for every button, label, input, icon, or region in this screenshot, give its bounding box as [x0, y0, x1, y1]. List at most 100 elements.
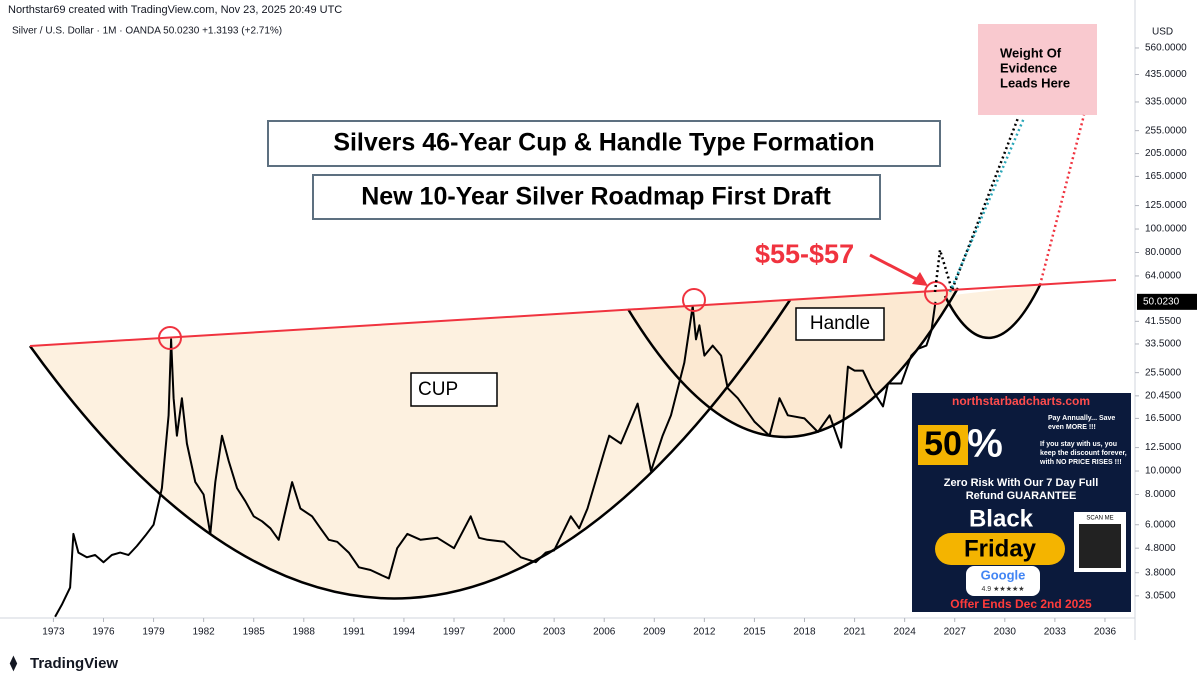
x-tick-label: 2003 — [543, 627, 566, 638]
ad-note: even MORE !!! — [1048, 424, 1096, 431]
y-tick-label: 4.8000 — [1145, 543, 1176, 554]
y-tick-label: 16.5000 — [1145, 413, 1182, 424]
x-tick-label: 2030 — [994, 627, 1017, 638]
last-price-marker — [1137, 293, 1197, 310]
ad-guarantee: Refund GUARANTEE — [966, 490, 1077, 502]
subtitle-box — [312, 174, 881, 220]
cup-box — [410, 372, 498, 407]
ad-scan: SCAN ME — [1086, 516, 1113, 522]
x-tick-label: 1985 — [243, 627, 266, 638]
y-tick-label: 25.5000 — [1145, 367, 1182, 378]
arrow-head — [912, 272, 928, 286]
projection-path — [948, 117, 1026, 293]
ad-rating: 4.9 ★★★★★ — [981, 585, 1024, 593]
y-tick-label: 8.0000 — [1145, 489, 1176, 500]
x-tick-label: 1979 — [142, 627, 165, 638]
header: Northstar69 created with TradingView.com… — [8, 4, 342, 16]
currency: USD — [1152, 27, 1173, 38]
ad-badge — [918, 425, 968, 465]
y-tick-label: 20.4500 — [1145, 390, 1182, 401]
y-tick-label: 6.0000 — [1145, 519, 1176, 530]
peak-circle — [682, 288, 706, 312]
x-tick-label: 1997 — [443, 627, 466, 638]
ad-note: Pay Annually... Save — [1048, 415, 1115, 422]
y-tick-label: 165.0000 — [1145, 171, 1187, 182]
projection-path — [1038, 114, 1086, 286]
ad-note: If you stay with us, you — [1040, 441, 1117, 448]
y-tick-label: 435.0000 — [1145, 69, 1187, 80]
x-tick-label: 2021 — [843, 627, 866, 638]
y-tick-label: 41.5500 — [1145, 316, 1182, 327]
cup-label: CUP — [418, 379, 458, 400]
target-zone — [978, 24, 1097, 115]
y-tick-label: 80.0000 — [1145, 247, 1182, 258]
y-tick-label: 205.0000 — [1145, 148, 1187, 159]
y-tick-label: 125.0000 — [1145, 200, 1187, 211]
ad-qr-code — [1079, 524, 1121, 568]
arrow — [869, 253, 923, 284]
x-tick-label: 2018 — [793, 627, 816, 638]
chart-subtitle: New 10-Year Silver Roadmap First Draft — [361, 183, 831, 211]
ad-site: northstarbadcharts.com — [952, 394, 1090, 408]
x-tick-label: 2000 — [493, 627, 516, 638]
x-tick-label: 2027 — [944, 627, 967, 638]
logo-mark: ⧫ — [9, 655, 18, 672]
x-tick-label: 2033 — [1044, 627, 1067, 638]
x-tick-label: 1991 — [343, 627, 366, 638]
logo: TradingView — [30, 655, 118, 672]
ad-note: with NO PRICE RISES !!! — [1039, 459, 1122, 466]
x-tick-label: 1973 — [42, 627, 65, 638]
title-box — [267, 120, 941, 167]
ad-big: 50 — [924, 425, 962, 463]
ad-google-box — [966, 566, 1040, 596]
drawings: Silvers 46-Year Cup & Handle Type Format… — [28, 45, 1117, 600]
chart-title: Silvers 46-Year Cup & Handle Type Format… — [333, 129, 874, 157]
symbol-line: Silver / U.S. Dollar · 1M · OANDA 50.023… — [12, 26, 282, 37]
y-tick-label: 560.0000 — [1145, 43, 1187, 54]
target-zone-label: Leads Here — [1000, 75, 1070, 90]
y-tick-label: 100.0000 — [1145, 224, 1187, 235]
projection-path — [933, 117, 1020, 294]
projection-curve — [943, 284, 1042, 339]
price-line — [54, 301, 937, 618]
ad-pct: % — [967, 422, 1003, 466]
y-tick-label: 10.0000 — [1145, 466, 1182, 477]
target-zone-label: Weight Of — [1000, 45, 1062, 60]
y-tick-label: 255.0000 — [1145, 125, 1187, 136]
cup-curve — [28, 299, 792, 600]
ad-black: Black — [969, 505, 1034, 532]
handle-box — [795, 307, 885, 341]
ad-google: Google — [981, 567, 1026, 582]
ad-box: northstarbadcharts.com 50 % Pay Annually… — [912, 393, 1131, 612]
target-zone-label: Evidence — [1000, 60, 1057, 75]
peak-circle — [158, 326, 182, 350]
projection-fill — [945, 285, 1040, 338]
x-tick-label: 2012 — [693, 627, 716, 638]
y-tick-label: 33.5000 — [1145, 339, 1182, 350]
y-tick-label: 3.8000 — [1145, 567, 1176, 578]
x-tick-label: 1976 — [92, 627, 115, 638]
last-price-label: 50.0230 — [1143, 296, 1180, 307]
x-tick-label: 2024 — [894, 627, 917, 638]
ad-offer: Offer Ends Dec 2nd 2025 — [950, 597, 1092, 611]
x-tick-label: 2009 — [643, 627, 666, 638]
handle-label: Handle — [810, 313, 870, 334]
handle-curve — [626, 287, 960, 438]
cup-fill — [30, 300, 790, 599]
x-tick-label: 1988 — [293, 627, 316, 638]
x-tick-label: 2006 — [593, 627, 616, 638]
y-tick-label: 64.0000 — [1145, 271, 1182, 282]
target-label: $55-$57 — [755, 239, 854, 269]
y-tick-label: 335.0000 — [1145, 97, 1187, 108]
x-tick-label: 2036 — [1094, 627, 1117, 638]
x-tick-label: 1982 — [193, 627, 216, 638]
y-tick-label: 12.5000 — [1145, 442, 1182, 453]
ad-guarantee: Zero Risk With Our 7 Day Full — [944, 477, 1099, 489]
y-tick-label: 3.0500 — [1145, 590, 1176, 601]
x-tick-label: 1994 — [393, 627, 416, 638]
x-tick-label: 2015 — [743, 627, 766, 638]
ad-friday: Friday — [964, 535, 1037, 562]
ad-note: keep the discount forever, — [1040, 450, 1127, 457]
